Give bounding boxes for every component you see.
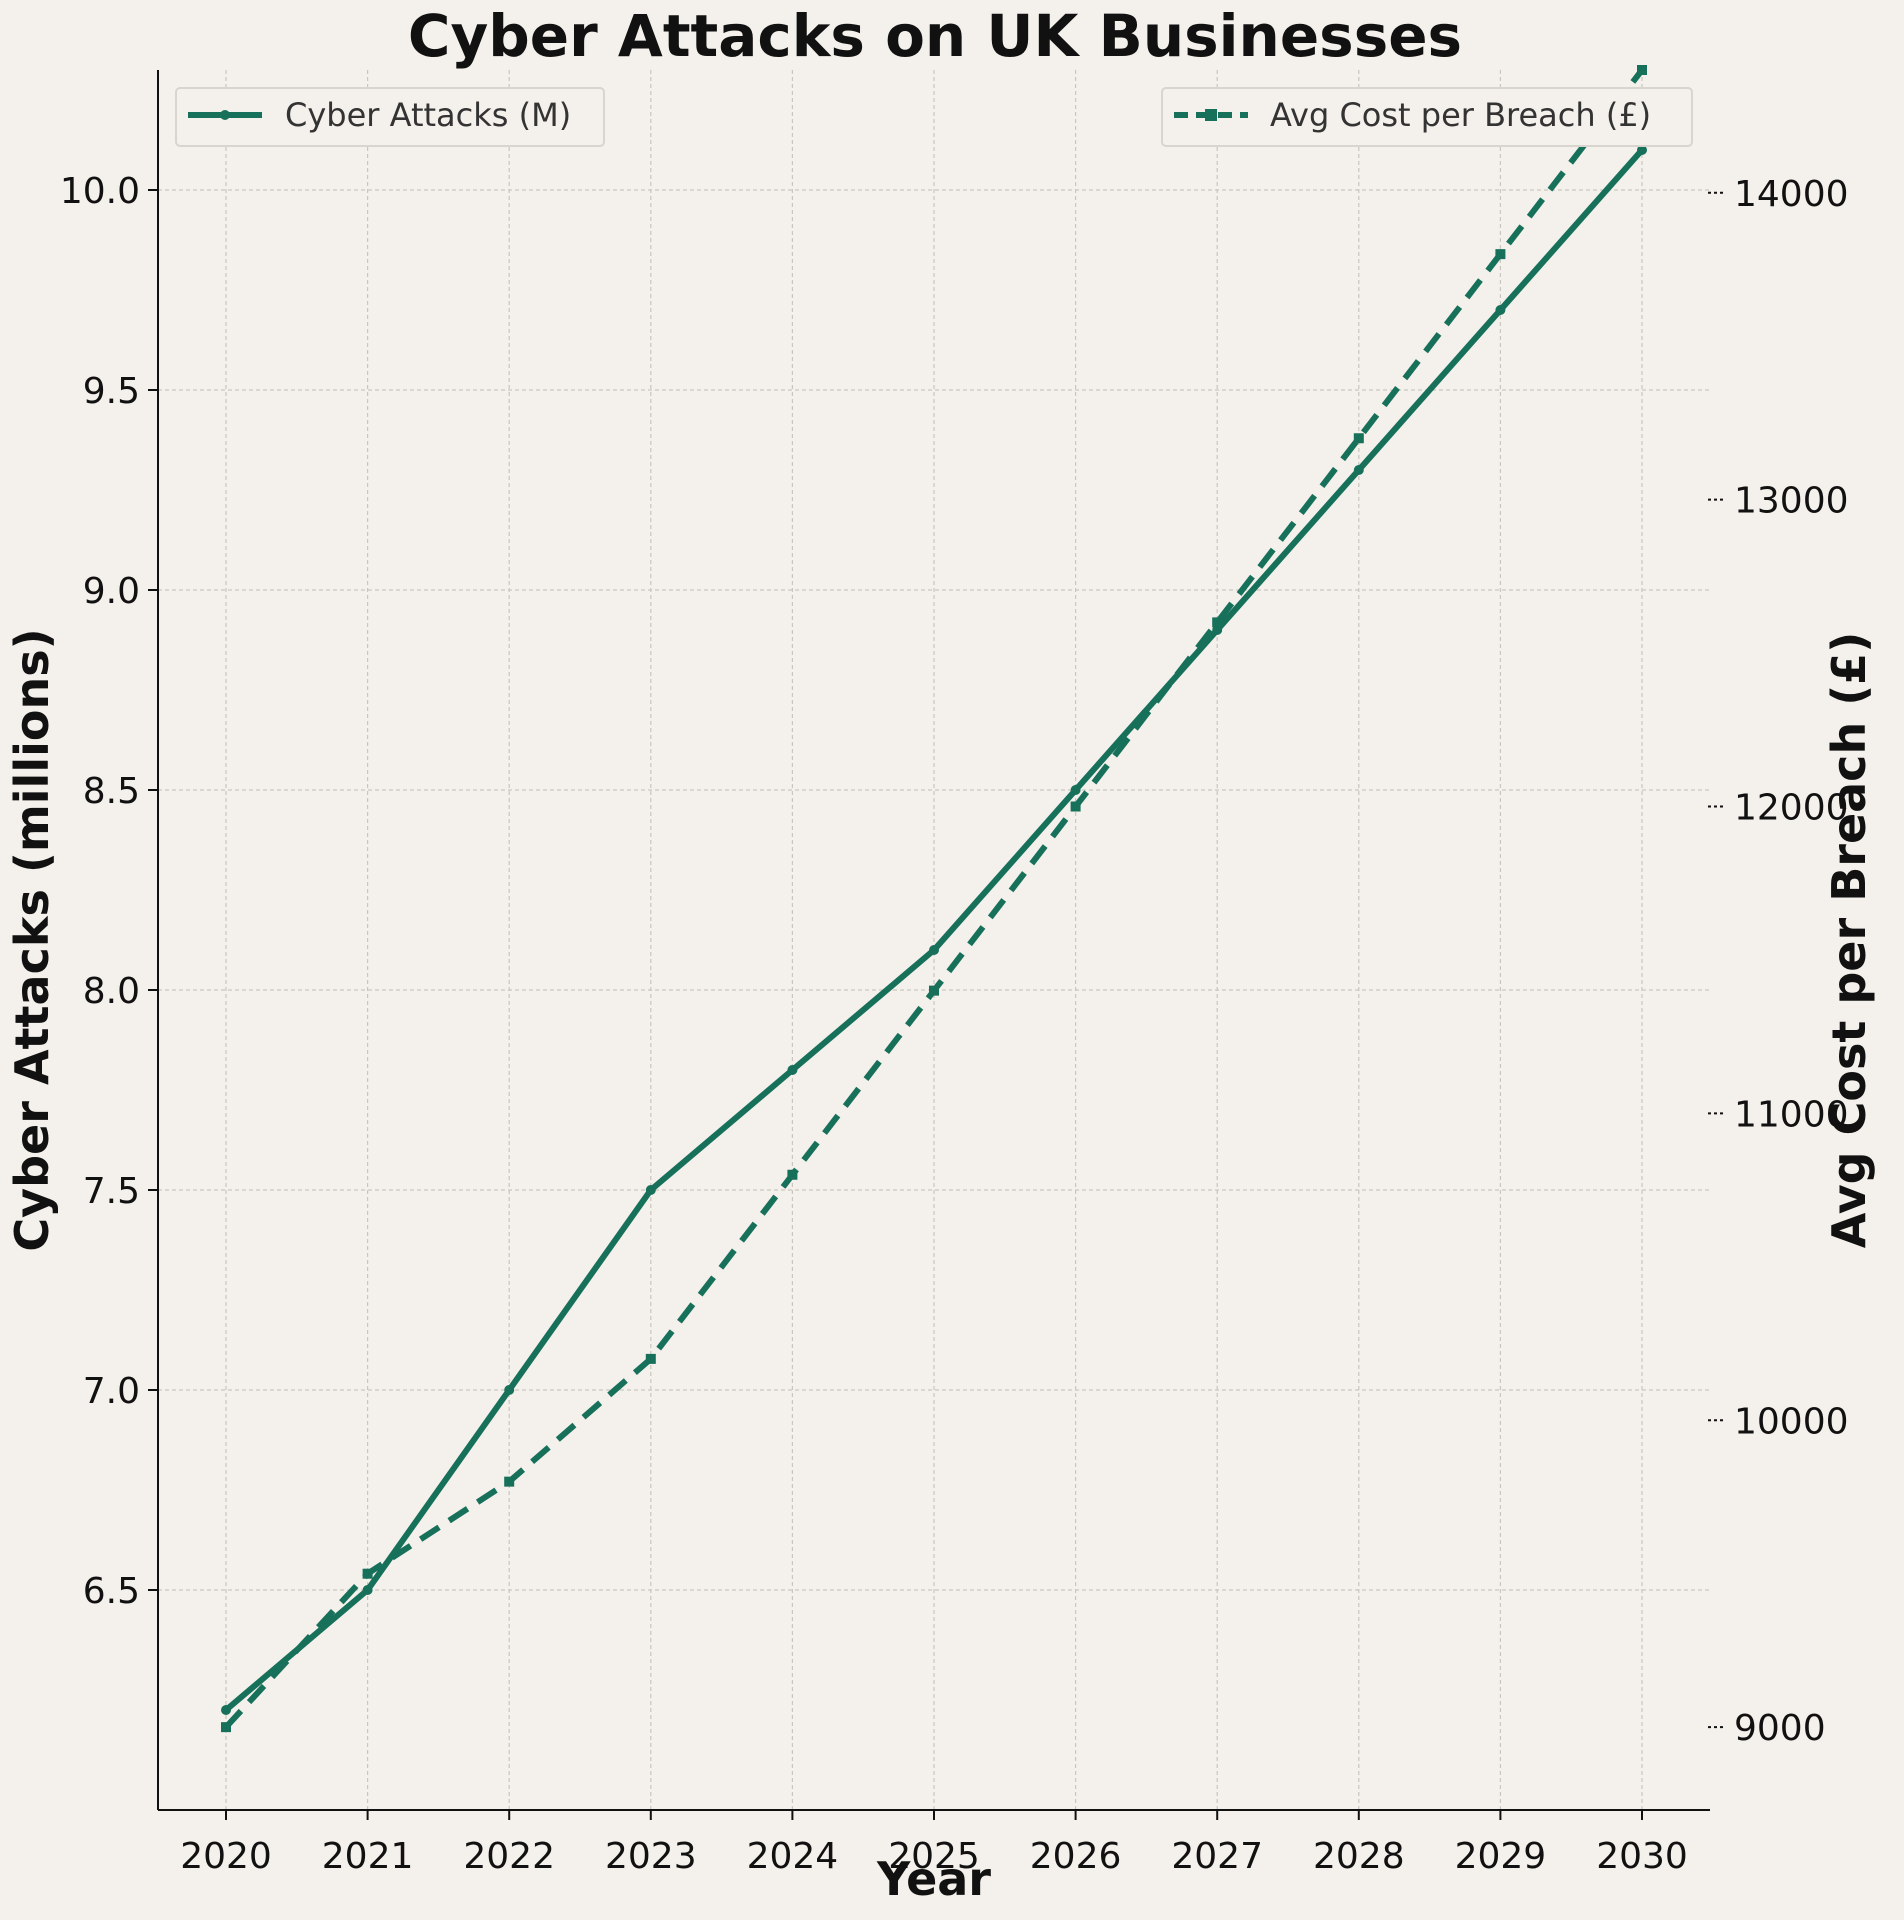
x-tick-label: 2027 <box>1171 1836 1263 1877</box>
legend-right-marker <box>1205 109 1217 121</box>
y-right-tick-label: 9000 <box>1734 1708 1826 1749</box>
axes <box>148 70 1724 1820</box>
y-right-tick-label: 13000 <box>1734 481 1849 522</box>
tick-labels: 2020 2021 2022 2023 2024 2025 2026 2027 2028 2029… <box>60 171 1849 1877</box>
grid <box>158 70 1710 1810</box>
series-0-point <box>1495 305 1506 315</box>
series-line-0 <box>224 148 1645 1713</box>
x-tick-label: 2030 <box>1596 1836 1688 1877</box>
y-right-tick-label: 10000 <box>1734 1401 1849 1442</box>
y-left-tick-label: 10.0 <box>60 171 140 212</box>
series-0-point <box>1353 465 1364 475</box>
x-tick-label: 2024 <box>747 1836 839 1877</box>
x-axis-title: Year <box>876 1852 991 1906</box>
legend-left-label: Cyber Attacks (M) <box>285 96 571 134</box>
x-tick-label: 2022 <box>463 1836 555 1877</box>
y-left-tick-label: 6.5 <box>83 1571 140 1612</box>
legend-right-label: Avg Cost per Breach (£) <box>1270 96 1651 134</box>
x-tick-label: 2029 <box>1455 1836 1547 1877</box>
series-0-point <box>1212 625 1223 635</box>
series-0-point <box>1070 785 1081 795</box>
x-tick-label: 2021 <box>322 1836 414 1877</box>
legend-right-box <box>1161 87 1693 147</box>
y-right-tick-label: 12000 <box>1734 788 1849 829</box>
series-0-point <box>362 1585 373 1595</box>
series-1-point <box>645 1353 656 1364</box>
y-axis-left-title: Cyber Attacks (millions) <box>5 628 59 1251</box>
series-1-point <box>787 1169 798 1180</box>
series-0-point <box>645 1185 656 1195</box>
y-left-tick-label: 7.0 <box>83 1371 140 1412</box>
series-1-point <box>362 1568 373 1579</box>
series-0-point <box>504 1385 515 1395</box>
x-tick-label: 2025 <box>888 1836 980 1877</box>
y-axis-right-title: Avg Cost per Breach (£) <box>1822 632 1876 1249</box>
y-left-tick-label: 9.0 <box>83 571 140 612</box>
x-tick-label: 2020 <box>180 1836 272 1877</box>
series-1-point <box>1353 433 1364 444</box>
chart-title: Cyber Attacks on UK Businesses <box>408 2 1462 70</box>
series-0-point <box>221 1705 231 1715</box>
y-left-tick-label: 8.5 <box>83 771 140 812</box>
series-0-point <box>787 1065 798 1075</box>
y-right-tick-label: 11000 <box>1734 1094 1849 1135</box>
series-0-point <box>929 945 939 955</box>
x-tick-label: 2023 <box>605 1836 697 1877</box>
series-1-point <box>1637 65 1647 75</box>
series-1-point <box>1495 249 1506 260</box>
legend-left: Cyber Attacks (M) <box>175 87 605 147</box>
series-1-point <box>929 985 939 996</box>
y-left-tick-label: 7.5 <box>83 1171 140 1212</box>
legend-left-box <box>175 87 605 147</box>
y-left-tick-label: 8.0 <box>83 971 140 1012</box>
y-right-tick-label: 14000 <box>1734 174 1849 215</box>
legend-left-marker <box>220 110 230 120</box>
series-1-point <box>504 1476 515 1487</box>
series-1-point <box>1212 617 1223 628</box>
series-1-point <box>221 1722 231 1733</box>
x-tick-label: 2026 <box>1030 1836 1122 1877</box>
series-1-point <box>1070 801 1081 812</box>
series-0-point <box>1637 145 1647 155</box>
x-tick-label: 2028 <box>1313 1836 1405 1877</box>
series-layer <box>221 65 1647 1733</box>
y-left-tick-label: 9.5 <box>83 371 140 412</box>
legend-right: Avg Cost per Breach (£) <box>1161 87 1693 147</box>
